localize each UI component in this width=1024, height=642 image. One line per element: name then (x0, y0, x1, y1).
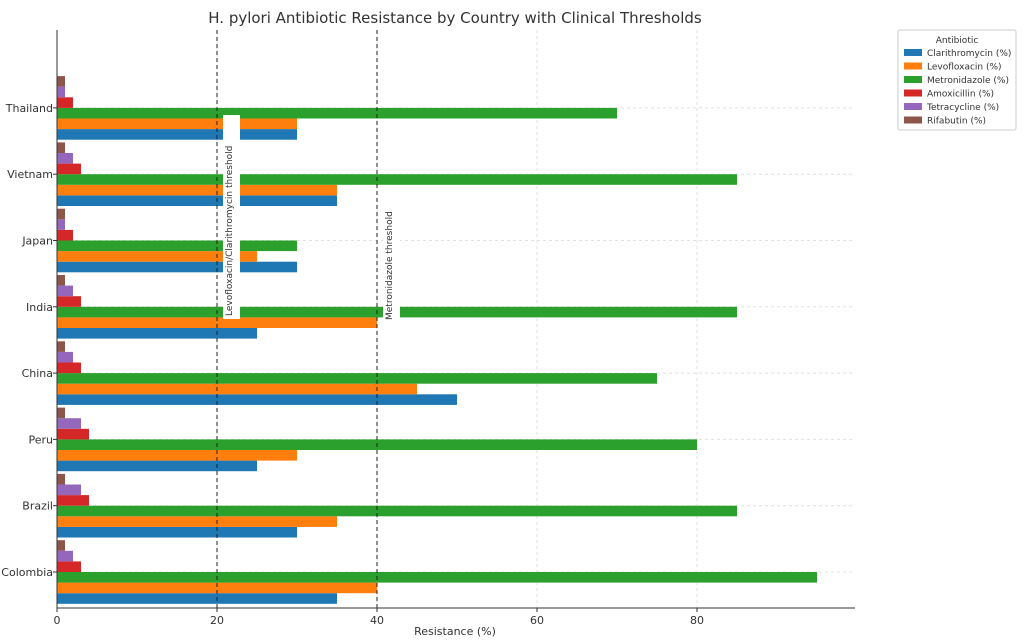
bar (57, 460, 257, 472)
bar (57, 572, 817, 583)
bar (57, 285, 73, 297)
legend-swatch (904, 89, 922, 97)
bar (57, 240, 297, 252)
y-tick-label: Thailand (5, 102, 53, 115)
legend-swatch (904, 49, 922, 56)
bar (57, 261, 297, 273)
bar (57, 229, 73, 241)
legend: Antibiotic Clarithromycin (%) Levofloxaci… (897, 29, 1017, 131)
bar (57, 540, 65, 551)
bar (57, 484, 81, 496)
legend-label: Tetracycline (%) (926, 103, 999, 113)
chart-title: H. pylori Antibiotic Resistance by Count… (208, 9, 702, 27)
bar (57, 219, 65, 230)
bar (57, 142, 65, 153)
x-tick-label: 20 (210, 614, 224, 627)
x-tick-label: 60 (530, 614, 544, 627)
threshold-label: Metronidazole threshold (385, 211, 395, 320)
bar (57, 296, 81, 307)
legend-label: Rifabutin (%) (927, 117, 986, 127)
bar (57, 76, 65, 87)
y-tick-label: Vietnam (7, 168, 53, 181)
bar (57, 516, 337, 527)
bar (57, 428, 89, 440)
bar (57, 505, 737, 517)
y-tick-label: Colombia (1, 566, 53, 579)
legend-label: Amoxicillin (%) (927, 90, 994, 100)
x-tick-label: 80 (690, 614, 704, 627)
axes-layer: 0 20 40 60 80 Colombia Brazil Peru China India Jap… (1, 30, 855, 627)
threshold-label-background (383, 193, 400, 323)
y-tick-label: China (22, 367, 53, 380)
bar (57, 129, 297, 140)
bar (57, 593, 337, 604)
legend-swatch (904, 103, 922, 110)
bar (57, 86, 65, 98)
bar (57, 275, 65, 286)
bar (57, 153, 73, 164)
legend-frame (897, 29, 1017, 131)
bar (57, 495, 89, 506)
y-tick-label: India (26, 301, 53, 314)
legend-swatch (904, 62, 922, 70)
bar (57, 473, 65, 485)
bar (57, 582, 377, 594)
y-tick-label: Peru (28, 433, 53, 446)
legend-label: Metronidazole (%) (927, 76, 1009, 86)
threshold-label: Levofloxacin/Clarithromycin threshold (225, 146, 235, 316)
bar (57, 526, 297, 538)
bar (57, 394, 457, 405)
bars-layer (57, 76, 817, 604)
bar (57, 184, 337, 196)
x-axis-label: Resistance (%) (414, 625, 496, 638)
legend-label: Levofloxacin (%) (927, 63, 1002, 73)
bar (57, 251, 257, 262)
threshold-layer: Levofloxacin/Clarithromycin threshold Met… (216, 30, 400, 608)
legend-title: Antibiotic (936, 36, 979, 46)
bar (57, 351, 73, 363)
bar (57, 317, 377, 328)
bar (57, 550, 73, 562)
legend-swatch (904, 116, 922, 124)
legend-swatch (904, 76, 922, 83)
legend-items: Clarithromycin (%) Levofloxacin (%) Metron… (904, 49, 1011, 127)
x-tick-label: 40 (370, 614, 384, 627)
bar (57, 118, 297, 130)
threshold-label-background (223, 115, 240, 319)
bar (57, 107, 617, 119)
bar (57, 208, 65, 220)
bar (57, 418, 81, 429)
legend-label: Clarithromycin (%) (927, 49, 1011, 59)
bar (57, 561, 81, 572)
y-tick-label: Japan (21, 235, 53, 248)
bar (57, 407, 65, 419)
bar (57, 383, 417, 395)
bar (57, 195, 337, 206)
bar (57, 373, 657, 384)
bar (57, 328, 257, 339)
y-tick-label: Brazil (22, 500, 53, 513)
bar (57, 97, 73, 108)
bar (57, 163, 81, 175)
bar (57, 362, 81, 374)
bar (57, 341, 65, 352)
bar (57, 174, 737, 185)
bar (57, 450, 297, 461)
x-tick-label: 0 (54, 614, 61, 627)
